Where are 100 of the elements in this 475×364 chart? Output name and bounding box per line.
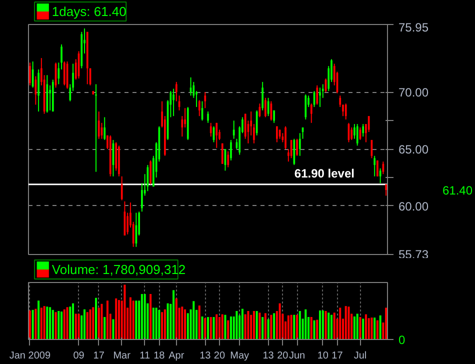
candlestick: [232, 120, 235, 140]
candlestick: [354, 124, 356, 140]
bar: [158, 310, 160, 340]
bar: [175, 298, 178, 340]
bar: [293, 314, 296, 340]
bar: [132, 300, 134, 340]
candlestick: [316, 84, 318, 106]
y-tick-label: 60.00: [398, 199, 429, 214]
candlestick: [304, 94, 307, 120]
bar: [152, 308, 154, 340]
bar: [322, 310, 324, 340]
bar: [155, 308, 158, 340]
bar: [267, 319, 270, 340]
x-tick-label: 20: [277, 350, 289, 362]
text: 61.40: [442, 184, 473, 198]
bar: [356, 314, 358, 340]
bar: [40, 308, 42, 340]
candlestick: [204, 92, 206, 109]
bar: [224, 314, 226, 340]
candlestick: [344, 103, 347, 120]
legend-label: Volume: 1,780,909,312: [52, 262, 186, 277]
candlestick: [216, 122, 218, 148]
bar: [104, 317, 106, 340]
bar: [164, 309, 166, 340]
candlestick: [376, 160, 378, 177]
bar: [49, 307, 52, 340]
y-tick-label: 65.00: [398, 142, 429, 157]
bar: [348, 306, 350, 340]
bar: [252, 311, 255, 340]
bar: [385, 308, 388, 340]
bar: [328, 312, 330, 340]
bar: [78, 314, 80, 340]
bar: [236, 311, 238, 340]
candlestick: [95, 84, 97, 172]
y-tick-label: 75.95: [398, 20, 429, 34]
bar: [100, 304, 103, 340]
x-tick-label: 20: [214, 350, 226, 362]
candlestick: [221, 142, 224, 164]
text: 0: [398, 333, 406, 347]
bar: [270, 314, 272, 340]
bar: [376, 320, 378, 340]
candlestick: [120, 176, 123, 201]
bar: [172, 290, 175, 340]
bar: [92, 307, 94, 340]
candlestick: [276, 126, 278, 143]
bar: [204, 318, 206, 340]
bar: [264, 313, 266, 340]
bar: [258, 312, 261, 340]
bar: [124, 284, 126, 340]
x-tick-label: Mar: [113, 350, 132, 362]
x-tick-label: May: [230, 350, 250, 362]
x-tick-label: Jul: [354, 350, 367, 362]
bar: [273, 313, 276, 340]
x-tick-label: 17: [93, 350, 105, 362]
x-tick-label: 10: [317, 350, 329, 362]
bar: [98, 308, 100, 340]
bar: [244, 314, 246, 340]
bar: [54, 312, 57, 340]
bar: [112, 319, 114, 340]
bar: [206, 317, 210, 340]
candlestick: [296, 138, 298, 156]
bar: [330, 314, 332, 340]
candlestick: [356, 124, 358, 146]
bar: [278, 303, 281, 340]
candlestick: [319, 87, 321, 108]
bar: [69, 306, 72, 340]
x-tick-label: Jun: [288, 350, 306, 362]
bar: [370, 318, 373, 340]
candlestick: [310, 103, 312, 124]
bar: [353, 316, 356, 340]
candlestick: [262, 81, 264, 111]
bar: [161, 312, 164, 340]
candlestick: [374, 155, 376, 177]
candlestick: [38, 68, 40, 112]
bar: [221, 314, 224, 340]
candlestick: [29, 62, 31, 86]
ref-line-label: 61.90 level: [294, 166, 354, 180]
bar: [290, 314, 292, 340]
bar: [241, 308, 244, 340]
candlestick: [34, 76, 37, 106]
candlestick: [362, 124, 364, 138]
candlestick: [379, 168, 382, 184]
bar: [230, 316, 232, 340]
bar: [216, 314, 218, 340]
bar: [74, 314, 77, 340]
bar: [86, 312, 88, 340]
bar: [198, 306, 200, 340]
x-tick-label: 17: [332, 350, 344, 362]
candlestick: [244, 113, 246, 140]
candlestick: [350, 126, 353, 140]
bar: [296, 314, 298, 340]
bar: [129, 297, 132, 340]
bar: [58, 311, 60, 340]
candlestick: [104, 116, 106, 140]
bar: [166, 303, 169, 340]
bar: [115, 298, 118, 340]
bar: [287, 315, 290, 340]
candlestick: [150, 160, 152, 185]
bar: [362, 318, 364, 340]
bar: [186, 313, 189, 340]
